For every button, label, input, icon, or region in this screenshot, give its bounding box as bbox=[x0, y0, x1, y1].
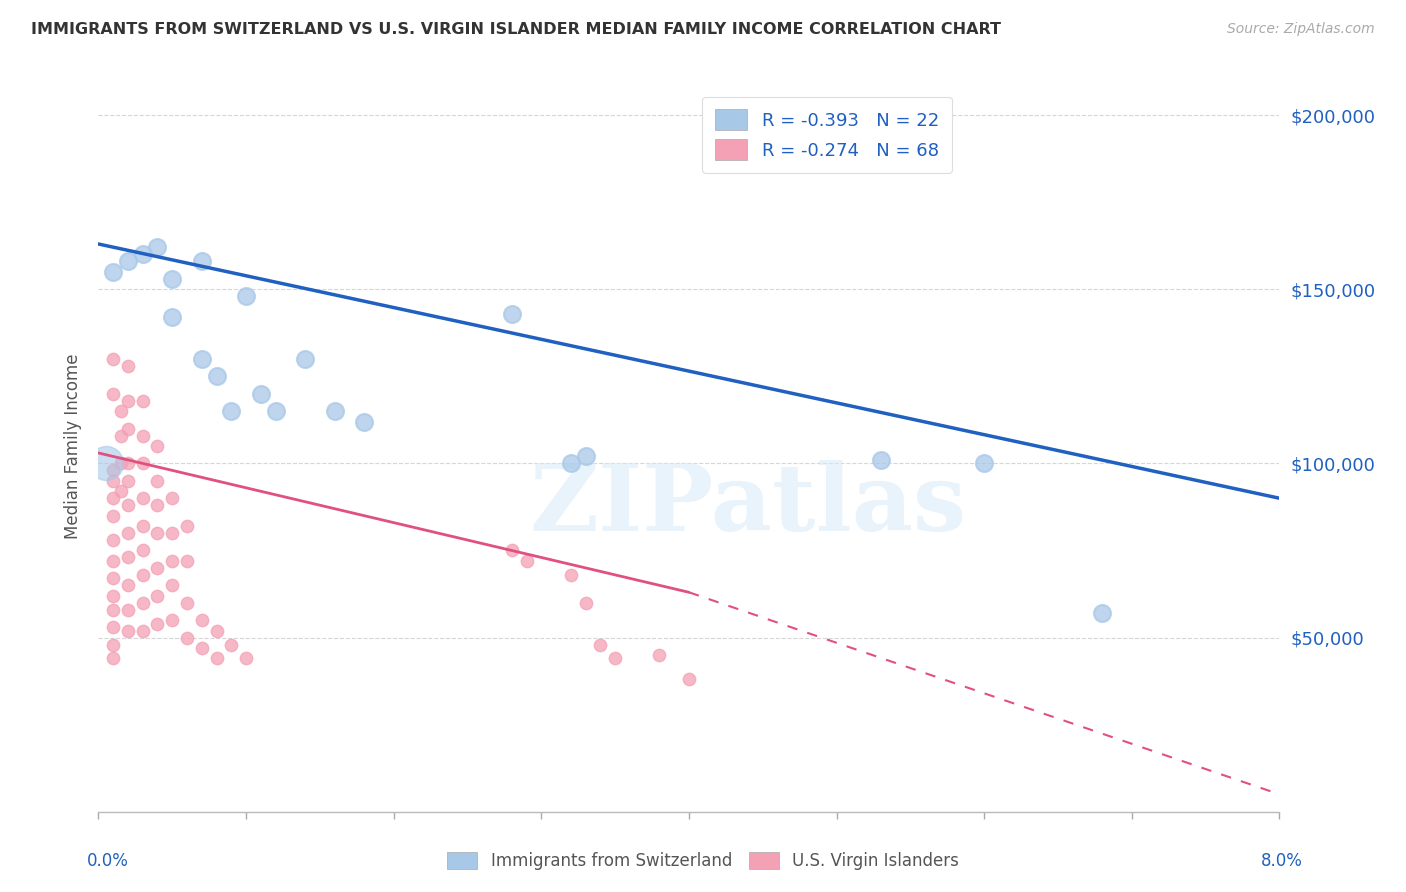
Point bbox=[132, 491, 155, 506]
Point bbox=[146, 589, 169, 603]
Text: IMMIGRANTS FROM SWITZERLAND VS U.S. VIRGIN ISLANDER MEDIAN FAMILY INCOME CORRELA: IMMIGRANTS FROM SWITZERLAND VS U.S. VIRG… bbox=[31, 22, 1001, 37]
Point bbox=[132, 393, 155, 408]
Text: ZIPatlas: ZIPatlas bbox=[530, 459, 966, 549]
Text: 8.0%: 8.0% bbox=[1261, 852, 1303, 870]
Point bbox=[146, 561, 169, 575]
Point bbox=[117, 421, 139, 435]
Point bbox=[176, 554, 198, 568]
Point bbox=[870, 453, 893, 467]
Point bbox=[235, 289, 257, 303]
Point bbox=[648, 648, 671, 662]
Legend: Immigrants from Switzerland, U.S. Virgin Islanders: Immigrants from Switzerland, U.S. Virgin… bbox=[440, 845, 966, 877]
Point bbox=[94, 457, 117, 471]
Point bbox=[589, 638, 612, 652]
Point bbox=[103, 554, 125, 568]
Point bbox=[250, 386, 273, 401]
Point bbox=[575, 596, 598, 610]
Point bbox=[176, 519, 198, 533]
Point bbox=[103, 533, 125, 547]
Point bbox=[162, 526, 183, 541]
Point bbox=[103, 463, 125, 477]
Point bbox=[516, 554, 538, 568]
Point bbox=[176, 596, 198, 610]
Point bbox=[132, 596, 155, 610]
Point bbox=[132, 567, 155, 582]
Point bbox=[103, 474, 125, 488]
Point bbox=[146, 240, 169, 254]
Point bbox=[146, 439, 169, 453]
Point bbox=[103, 351, 125, 366]
Point bbox=[294, 351, 316, 366]
Point bbox=[605, 651, 627, 665]
Point bbox=[191, 613, 214, 627]
Point bbox=[678, 673, 700, 687]
Point bbox=[132, 457, 155, 471]
Point bbox=[103, 603, 125, 617]
Point bbox=[117, 393, 139, 408]
Point bbox=[191, 351, 214, 366]
Point bbox=[117, 624, 139, 638]
Point bbox=[146, 474, 169, 488]
Point bbox=[103, 386, 125, 401]
Point bbox=[146, 616, 169, 631]
Point bbox=[560, 457, 582, 471]
Point bbox=[501, 307, 523, 321]
Point bbox=[117, 550, 139, 565]
Point bbox=[110, 484, 132, 499]
Point bbox=[191, 640, 214, 655]
Point bbox=[117, 457, 139, 471]
Point bbox=[117, 498, 139, 512]
Point bbox=[221, 404, 243, 418]
Point bbox=[264, 404, 287, 418]
Point bbox=[103, 508, 125, 523]
Point bbox=[162, 554, 183, 568]
Point bbox=[353, 415, 375, 429]
Point bbox=[132, 428, 155, 442]
Point bbox=[103, 620, 125, 634]
Point bbox=[103, 638, 125, 652]
Point bbox=[575, 450, 598, 464]
Point bbox=[146, 498, 169, 512]
Point bbox=[110, 457, 132, 471]
Point bbox=[117, 603, 139, 617]
Point bbox=[176, 631, 198, 645]
Point bbox=[205, 369, 228, 384]
Point bbox=[103, 571, 125, 585]
Point bbox=[132, 624, 155, 638]
Point bbox=[117, 578, 139, 592]
Point bbox=[110, 428, 132, 442]
Point bbox=[973, 457, 995, 471]
Point bbox=[1091, 606, 1114, 620]
Point bbox=[117, 474, 139, 488]
Y-axis label: Median Family Income: Median Family Income bbox=[65, 353, 83, 539]
Legend: R = -0.393   N = 22, R = -0.274   N = 68: R = -0.393 N = 22, R = -0.274 N = 68 bbox=[702, 96, 952, 173]
Point bbox=[103, 651, 125, 665]
Point bbox=[162, 578, 183, 592]
Point bbox=[162, 491, 183, 506]
Point bbox=[103, 491, 125, 506]
Point bbox=[117, 526, 139, 541]
Text: Source: ZipAtlas.com: Source: ZipAtlas.com bbox=[1227, 22, 1375, 37]
Point bbox=[162, 310, 183, 325]
Point bbox=[117, 359, 139, 373]
Text: 0.0%: 0.0% bbox=[87, 852, 128, 870]
Point bbox=[103, 265, 125, 279]
Point bbox=[191, 254, 214, 268]
Point bbox=[132, 543, 155, 558]
Point bbox=[501, 543, 523, 558]
Point bbox=[110, 404, 132, 418]
Point bbox=[221, 638, 243, 652]
Point bbox=[162, 272, 183, 286]
Point bbox=[205, 624, 228, 638]
Point bbox=[132, 519, 155, 533]
Point bbox=[117, 254, 139, 268]
Point bbox=[132, 247, 155, 261]
Point bbox=[146, 526, 169, 541]
Point bbox=[235, 651, 257, 665]
Point bbox=[323, 404, 346, 418]
Point bbox=[205, 651, 228, 665]
Point bbox=[560, 567, 582, 582]
Point bbox=[103, 589, 125, 603]
Point bbox=[162, 613, 183, 627]
